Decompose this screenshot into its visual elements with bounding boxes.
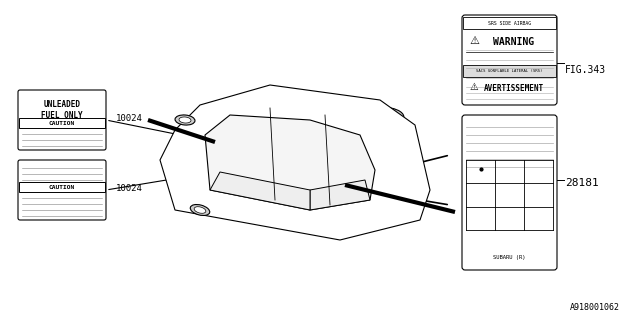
Ellipse shape (179, 117, 191, 123)
Text: ⚠: ⚠ (469, 36, 479, 46)
Bar (463, 17, 556, 29)
Bar (19, 182, 105, 192)
FancyBboxPatch shape (462, 115, 557, 270)
Text: ⚠: ⚠ (470, 82, 478, 92)
Text: CAUTION: CAUTION (49, 121, 75, 125)
Polygon shape (160, 85, 430, 240)
Text: CAUTION: CAUTION (49, 185, 75, 189)
Text: UNLEADED
FUEL ONLY: UNLEADED FUEL ONLY (41, 100, 83, 120)
Polygon shape (205, 115, 375, 210)
Text: SUBARU (R): SUBARU (R) (493, 255, 525, 260)
Text: AVERTISSEMENT: AVERTISSEMENT (483, 84, 543, 92)
Text: SACS GONFLABLE LATERAL (SRS): SACS GONFLABLE LATERAL (SRS) (476, 69, 543, 73)
Text: 28181: 28181 (565, 178, 599, 188)
Bar (463, 65, 556, 77)
FancyBboxPatch shape (18, 160, 106, 220)
Ellipse shape (194, 207, 206, 213)
Ellipse shape (190, 204, 210, 215)
Polygon shape (310, 180, 370, 210)
Text: SRS SIDE AIRBAG: SRS SIDE AIRBAG (488, 20, 531, 26)
Text: FIG.343: FIG.343 (565, 65, 606, 75)
Ellipse shape (175, 115, 195, 125)
Text: A918001062: A918001062 (570, 303, 620, 312)
Text: 10024: 10024 (116, 114, 143, 123)
FancyBboxPatch shape (462, 15, 557, 105)
Ellipse shape (376, 197, 404, 213)
FancyBboxPatch shape (18, 90, 106, 150)
Text: WARNING: WARNING (493, 37, 534, 47)
Bar (19, 118, 105, 128)
Polygon shape (210, 172, 310, 210)
Ellipse shape (376, 108, 404, 122)
Ellipse shape (381, 200, 399, 210)
Text: 10024: 10024 (116, 183, 143, 193)
Ellipse shape (381, 110, 399, 120)
